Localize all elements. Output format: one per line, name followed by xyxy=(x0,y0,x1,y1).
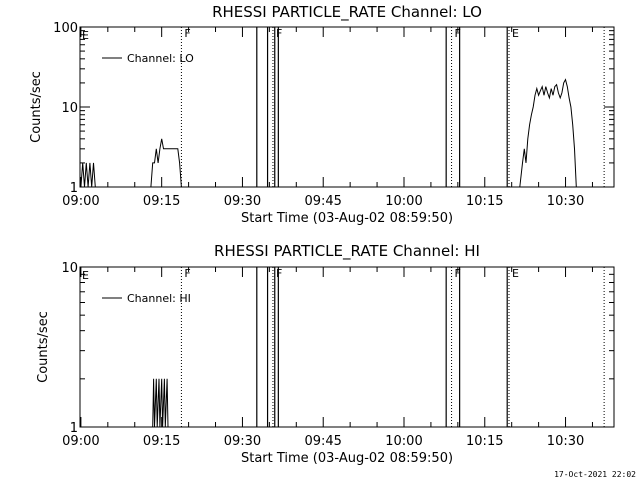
panel1-plot-frame xyxy=(79,26,615,188)
panel1-marker-flag: E xyxy=(512,27,519,40)
panel1-x-tick-label: 09:45 xyxy=(304,194,341,209)
panel2-marker-flag: F xyxy=(276,267,282,280)
panel1-x-tick-label: 09:00 xyxy=(62,194,99,209)
panel1-series-line xyxy=(80,162,96,188)
panel2-x-tick-label: 09:45 xyxy=(304,434,341,449)
panel1-x-tick-label: 10:30 xyxy=(547,194,584,209)
panel1-legend-label: Channel: LO xyxy=(127,52,194,65)
panel2-y-tick-label: 1 xyxy=(70,421,78,436)
panel2-marker-flag: F xyxy=(455,267,461,280)
panel2-x-tick-label: 09:30 xyxy=(224,434,261,449)
panel1-y-tick-label: 100 xyxy=(53,21,78,36)
panel1-series-line xyxy=(150,138,182,188)
panel1-x-axis-label: Start Time (03-Aug-02 08:59:50) xyxy=(241,211,453,226)
panel2-title: RHESSI PARTICLE_RATE Channel: HI xyxy=(214,242,480,261)
footer-timestamp: 17-Oct-2021 22:02 xyxy=(554,470,636,479)
panel1-marker-flag: F xyxy=(276,27,282,40)
panel2-plot-frame xyxy=(79,266,615,428)
panel2-x-tick-label: 09:00 xyxy=(62,434,99,449)
panel1-y-axis-label: Counts/sec xyxy=(29,71,44,143)
panel2-x-tick-label: 10:30 xyxy=(547,434,584,449)
panel1-marker-flag: F xyxy=(184,27,190,40)
panel1-marker-flag: F xyxy=(455,27,461,40)
panel2-y-tick-label: 10 xyxy=(61,261,78,276)
panel2-marker-flag: E xyxy=(512,267,519,280)
panel2-x-tick-label: 10:15 xyxy=(466,434,503,449)
panel1-series-line xyxy=(519,78,577,188)
panel1-x-tick-label: 10:15 xyxy=(466,194,503,209)
panel1-x-tick-label: 09:30 xyxy=(224,194,261,209)
panel2-y-axis-label: Counts/sec xyxy=(36,311,51,383)
panel2-legend-label: Channel: HI xyxy=(127,292,191,305)
panel2-x-axis-label: Start Time (03-Aug-02 08:59:50) xyxy=(241,451,453,466)
panel2-marker-flag: F xyxy=(184,267,190,280)
panel1-y-tick-label: 10 xyxy=(61,101,78,116)
panel2-x-tick-label: 09:15 xyxy=(143,434,180,449)
panel1-y-tick-label: 1 xyxy=(70,181,78,196)
panel2-series-line xyxy=(152,378,169,428)
panel1-title: RHESSI PARTICLE_RATE Channel: LO xyxy=(212,3,482,22)
panel2-corner-flag: E xyxy=(82,269,89,282)
panel1-x-tick-label: 09:15 xyxy=(143,194,180,209)
panel2-x-tick-label: 10:00 xyxy=(385,434,422,449)
panel1-x-tick-label: 10:00 xyxy=(385,194,422,209)
panel1-corner-flag: E xyxy=(82,29,89,42)
